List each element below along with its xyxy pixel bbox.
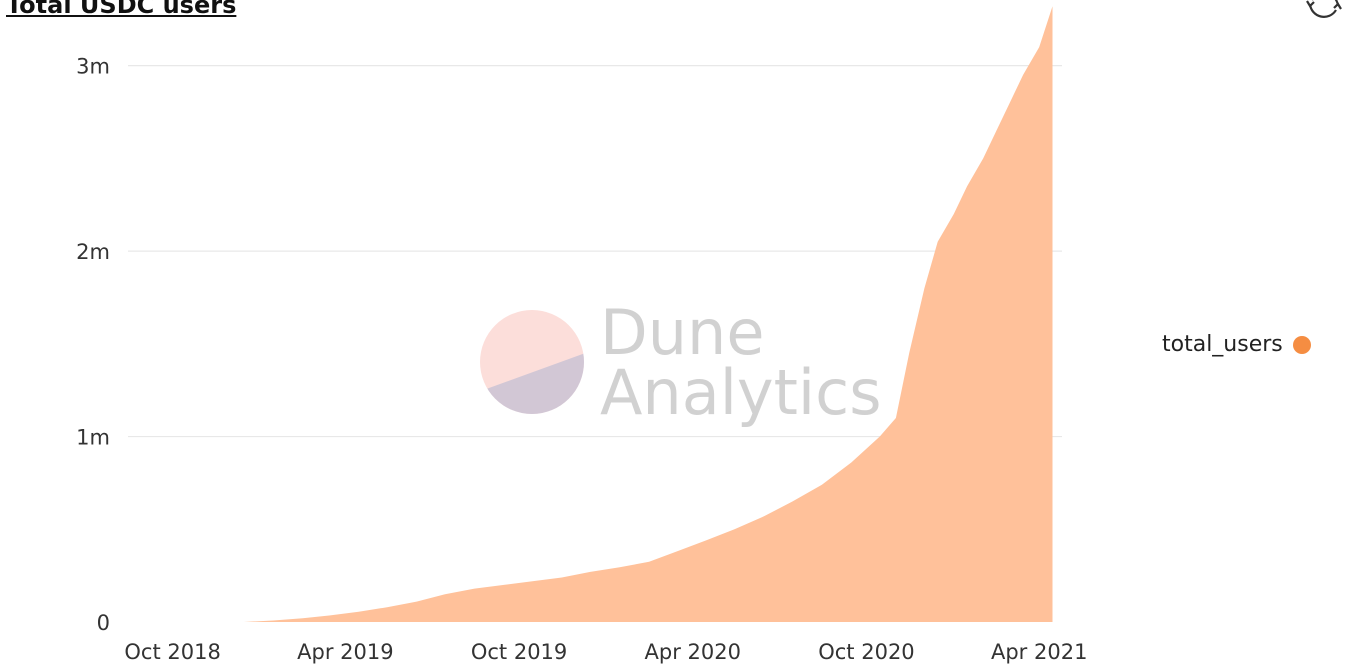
- legend-label: total_users: [1162, 332, 1283, 357]
- x-tick-label: Apr 2020: [645, 640, 741, 664]
- y-tick-label: 2m: [76, 240, 110, 264]
- legend-dot-icon: [1292, 335, 1311, 354]
- refresh-icon[interactable]: [1304, 0, 1344, 22]
- area-series: [243, 6, 1053, 623]
- y-axis-ticks: 0 1m 2m 3m: [76, 55, 110, 635]
- x-tick-label: Apr 2019: [297, 640, 393, 664]
- x-axis-ticks: Oct 2018 Apr 2019 Oct 2019 Apr 2020 Oct 2020…: [124, 640, 1087, 664]
- y-tick-label: 0: [97, 611, 110, 635]
- y-tick-label: 1m: [76, 426, 110, 450]
- legend-item-total-users[interactable]: total_users: [1162, 332, 1311, 357]
- chart-title[interactable]: Total USDC users: [6, 0, 237, 19]
- x-tick-label: Oct 2019: [471, 640, 567, 664]
- y-tick-label: 3m: [76, 55, 110, 79]
- area-total-users: [243, 6, 1053, 623]
- x-tick-label: Oct 2020: [818, 640, 914, 664]
- x-tick-label: Oct 2018: [124, 640, 220, 664]
- x-tick-label: Apr 2021: [991, 640, 1087, 664]
